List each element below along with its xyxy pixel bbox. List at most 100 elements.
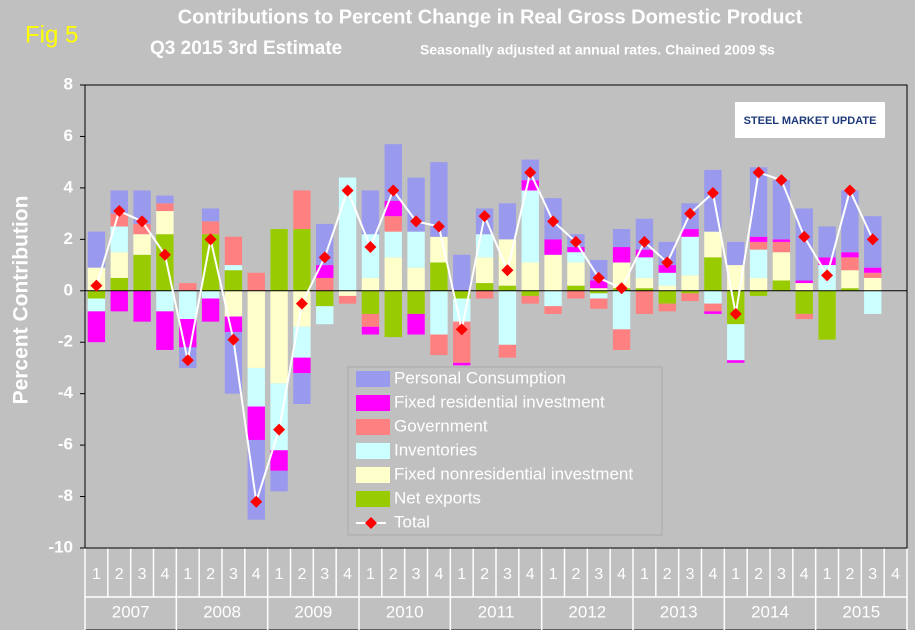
x-tick-label: 1 [640, 566, 649, 583]
bar-segment [864, 272, 882, 278]
year-label: 2015 [842, 602, 880, 621]
total-marker [387, 184, 400, 197]
bar-segment [293, 229, 311, 291]
x-tick-label: 1 [366, 566, 375, 583]
bar-segment [498, 203, 517, 240]
total-marker [798, 230, 811, 243]
bar-segment [635, 257, 654, 278]
bar-segment [818, 226, 836, 258]
bar-segment [704, 311, 722, 314]
y-tick-label: -4 [58, 383, 74, 402]
year-label: 2013 [660, 602, 698, 621]
bar-segment [727, 241, 745, 266]
bar-segment [544, 290, 562, 307]
bar-segment [681, 236, 699, 276]
x-tick-label: 4 [708, 566, 717, 583]
bar-segment [453, 321, 471, 363]
bar-segment [156, 211, 174, 235]
bar-segment [293, 326, 311, 358]
bar-segment [475, 290, 494, 299]
total-marker [250, 495, 263, 508]
bar-segment [498, 285, 517, 291]
bar-segment [316, 306, 334, 325]
x-tick-label: 3 [777, 566, 786, 583]
bar-segment [567, 290, 585, 299]
bar-segment [727, 360, 745, 363]
bar-segment [658, 290, 676, 304]
total-marker [136, 215, 149, 228]
bar-segment [201, 298, 220, 322]
plot-frame [84, 84, 908, 549]
bar-segment [270, 290, 288, 384]
y-tick-label: -8 [58, 486, 73, 505]
legend-marker [365, 517, 377, 529]
total-marker [524, 166, 537, 179]
x-tick-label: 3 [594, 566, 603, 583]
bar-segment [612, 247, 631, 263]
bar-segment [772, 252, 791, 281]
bar-segment [407, 313, 425, 335]
bar-segment [384, 200, 402, 217]
x-tick-label: 2 [571, 566, 580, 583]
bar-segment [521, 180, 539, 191]
bar-segment [841, 288, 859, 291]
legend-label: Inventories [394, 440, 477, 459]
x-tick-label: 2 [115, 566, 124, 583]
bar-segment [567, 262, 585, 286]
bar-segment [612, 229, 631, 248]
bar-segment [727, 290, 745, 325]
bar-segment [270, 450, 288, 471]
bar-segment [87, 311, 106, 343]
x-tick-label: 3 [868, 566, 877, 583]
legend-label: Total [394, 512, 430, 531]
x-tick-label: 1 [549, 566, 558, 583]
y-tick-label: 4 [64, 177, 74, 196]
bar-segment [361, 313, 380, 327]
x-tick-label: 3 [686, 566, 695, 583]
total-marker [181, 354, 194, 367]
bar-segment [864, 277, 882, 291]
legend-swatch [356, 467, 390, 483]
bar-segment [110, 277, 128, 291]
x-tick-label: 2 [297, 566, 306, 583]
total-marker [227, 333, 240, 346]
bar-segment [521, 295, 539, 304]
x-tick-label: 2 [754, 566, 763, 583]
bar-segment [201, 208, 220, 222]
total-marker [364, 241, 377, 254]
bar-segment [110, 190, 128, 214]
bar-segment [590, 293, 608, 299]
bar-segment [453, 254, 471, 291]
total-marker [661, 256, 674, 269]
bar-segment [156, 203, 174, 212]
bar-segment [224, 236, 243, 266]
y-tick-label: -10 [48, 537, 73, 556]
y-tick-label: -6 [58, 435, 73, 454]
total-marker [113, 205, 126, 218]
bar-segment [430, 290, 448, 335]
bar-segment [772, 280, 791, 291]
bar-segment [384, 290, 402, 338]
y-tick-label: 6 [64, 126, 73, 145]
bar-segment [156, 311, 174, 350]
x-tick-label: 3 [412, 566, 421, 583]
bar-segment [521, 190, 539, 263]
total-marker [295, 297, 308, 310]
bar-segment [110, 290, 128, 312]
bar-segment [590, 280, 608, 289]
bar-segment [498, 290, 517, 345]
legend-label: Fixed residential investment [394, 392, 605, 411]
bar-segment [179, 283, 197, 291]
y-axis-label: Percent Contribution [10, 196, 33, 405]
bar-segment [658, 303, 676, 312]
legend-label: Personal Consumption [394, 368, 566, 387]
bar-segment [475, 283, 494, 291]
total-marker [273, 423, 286, 436]
bar-segment [635, 277, 654, 289]
total-marker [569, 235, 582, 248]
bar-segment [316, 277, 334, 291]
bar-segment [247, 272, 265, 291]
bar-segment [453, 362, 471, 366]
bar-segment [201, 221, 220, 235]
